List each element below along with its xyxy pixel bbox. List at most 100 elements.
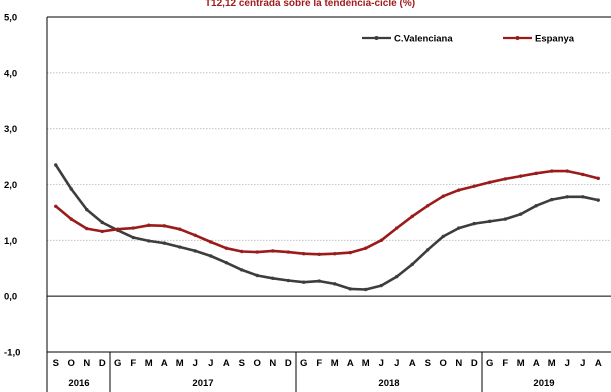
y-tick-label: 2,0: [4, 180, 17, 191]
x-tick-label: N: [83, 358, 90, 369]
y-tick-label: 4,0: [4, 68, 17, 79]
data-point: [379, 283, 383, 288]
x-tick-label: A: [533, 358, 540, 369]
year-label: 2017: [192, 378, 213, 389]
x-tick-label: M: [145, 358, 153, 369]
data-point: [395, 274, 399, 279]
year-label: 2018: [378, 378, 399, 389]
data-point: [333, 282, 337, 286]
data-point: [209, 254, 213, 258]
data-point: [457, 188, 461, 192]
x-tick-label: M: [548, 358, 556, 369]
data-point: [286, 278, 290, 283]
data-point: [581, 172, 585, 177]
data-point: [271, 249, 275, 253]
data-point: [581, 195, 585, 199]
data-point: [286, 250, 290, 254]
x-tick-label: O: [68, 358, 75, 369]
y-tick-label: 5,0: [4, 13, 17, 24]
x-axis: S O N D G F M A M J J A S O N D G F M A M J J A S O N D G F M A M J J A2016…: [46, 352, 602, 392]
data-point: [54, 163, 58, 167]
data-point: [550, 197, 554, 202]
x-tick-label: M: [362, 358, 370, 369]
data-point: [333, 252, 337, 256]
year-label: 2019: [533, 378, 554, 389]
data-point: [302, 252, 306, 256]
x-tick-label: S: [425, 358, 431, 369]
data-point: [503, 177, 507, 181]
data-point: [410, 262, 414, 267]
data-point: [224, 246, 228, 250]
data-point: [550, 169, 554, 173]
data-point: [364, 246, 368, 250]
data-point: [255, 250, 259, 254]
series-layer: [54, 163, 600, 292]
data-point: [565, 195, 569, 199]
data-point: [255, 273, 259, 278]
series-line: [54, 164, 599, 291]
x-tick-label: A: [595, 358, 602, 369]
data-point: [395, 226, 399, 230]
x-tick-label: G: [486, 358, 493, 369]
data-point: [503, 217, 507, 221]
data-point: [472, 184, 476, 188]
x-tick-label: M: [517, 358, 525, 369]
x-tick-label: F: [130, 358, 136, 369]
data-point: [441, 234, 445, 239]
legend: C.Valenciana Espanya: [362, 34, 575, 45]
x-tick-label: J: [193, 358, 198, 369]
legend-label: Espanya: [535, 34, 575, 45]
x-tick-label: S: [239, 358, 245, 369]
data-point: [534, 204, 538, 208]
y-tick-label: 3,0: [4, 124, 17, 135]
data-point: [162, 224, 166, 228]
x-tick-label: A: [409, 358, 416, 369]
data-point: [348, 287, 352, 291]
data-point: [193, 249, 197, 253]
x-tick-label: F: [502, 358, 508, 369]
x-tick-label: M: [176, 358, 184, 369]
data-point: [596, 176, 600, 181]
data-point: [379, 238, 383, 243]
x-tick-label: S: [53, 358, 59, 369]
x-tick-label: N: [269, 358, 276, 369]
x-tick-label: A: [223, 358, 230, 369]
x-tick-label: A: [347, 358, 354, 369]
x-tick-label: J: [580, 358, 585, 369]
data-point: [565, 169, 569, 173]
x-tick-label: J: [208, 358, 213, 369]
x-tick-label: O: [254, 358, 261, 369]
data-point: [178, 227, 182, 231]
data-point: [147, 239, 151, 243]
data-point: [519, 174, 523, 178]
data-point: [596, 198, 600, 202]
data-point: [100, 229, 104, 234]
y-tick-label: -1,0: [4, 348, 20, 359]
data-point: [488, 180, 492, 184]
data-point: [441, 194, 445, 198]
data-point: [472, 221, 476, 226]
data-point: [69, 187, 73, 191]
y-tick-label: 0,0: [4, 292, 17, 303]
x-tick-label: D: [471, 358, 478, 369]
data-point: [488, 219, 492, 224]
data-point: [317, 279, 321, 283]
chart-title: T12,12 centrada sobre la tendència-cicle…: [205, 0, 415, 9]
data-point: [193, 233, 197, 238]
data-point: [116, 227, 120, 231]
x-tick-label: G: [114, 358, 121, 369]
data-point: [131, 226, 135, 230]
data-point: [317, 252, 321, 256]
x-tick-label: J: [394, 358, 399, 369]
grid: [46, 16, 611, 353]
x-tick-label: D: [285, 358, 292, 369]
legend-marker: [374, 36, 379, 40]
data-point: [240, 268, 244, 272]
data-point: [457, 226, 461, 230]
data-point: [348, 250, 352, 255]
data-point: [426, 248, 430, 252]
x-tick-label: F: [316, 358, 322, 369]
x-tick-label: A: [161, 358, 168, 369]
data-point: [85, 207, 89, 212]
data-point: [240, 249, 244, 254]
